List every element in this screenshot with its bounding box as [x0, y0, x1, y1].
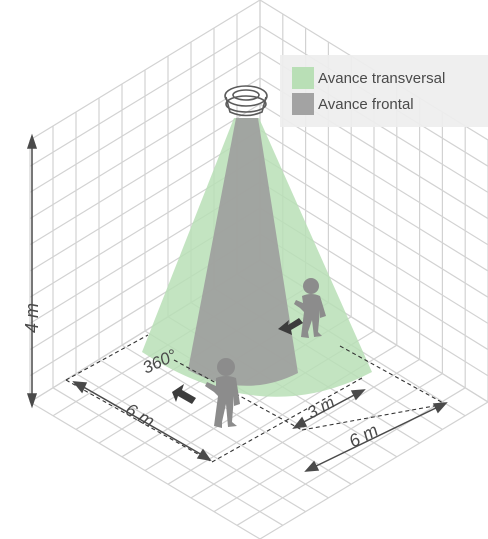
grid-line: [259, 401, 488, 539]
grid-line: [259, 129, 488, 272]
grid-line: [98, 358, 329, 499]
legend: Avance transversal Avance frontal: [280, 55, 488, 127]
legend-swatch-transversal: [292, 67, 314, 89]
grid-line: [190, 358, 420, 499]
legend-label-transversal: Avance transversal: [318, 69, 446, 87]
width-right-dimension-label: 6 m: [345, 420, 381, 452]
legend-item-frontal: Avance frontal: [292, 91, 488, 117]
grid-line: [52, 387, 284, 526]
grid-line: [259, 181, 488, 324]
walk-arrow-icon: [278, 318, 303, 335]
ceiling-sensor-icon: [224, 85, 268, 117]
grid-line: [29, 401, 261, 539]
dimension-lines: [26, 133, 448, 472]
frontal-coverage-cone: [188, 118, 298, 386]
floor-zone-dashes: [65, 334, 446, 463]
height-dimension-label: 4 m: [22, 303, 42, 333]
walk-arrow-icon: [172, 384, 196, 404]
grid-line: [121, 344, 352, 485]
person-icon: [294, 278, 326, 338]
legend-item-transversal: Avance transversal: [292, 65, 488, 91]
legend-swatch-frontal: [292, 93, 314, 115]
legend-label-frontal: Avance frontal: [318, 95, 414, 113]
grid-line: [75, 373, 306, 513]
grid-line: [236, 387, 466, 526]
grid-line: [213, 373, 443, 513]
person-icon: [205, 358, 240, 428]
grid-line: [259, 155, 488, 298]
